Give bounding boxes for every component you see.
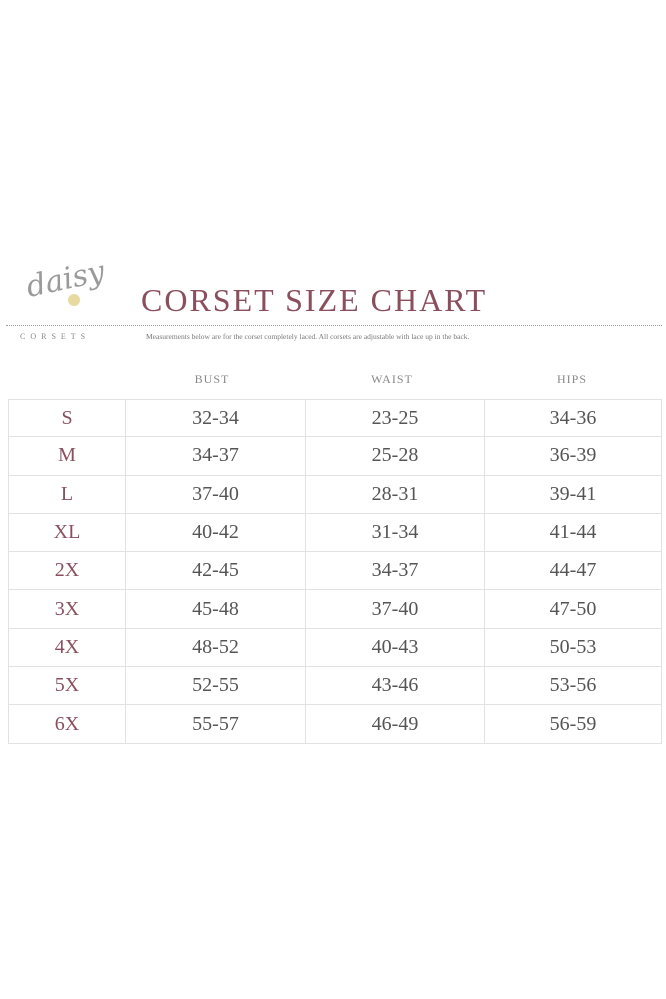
cell-waist: 25-28 <box>305 437 484 475</box>
page-title: CORSET SIZE CHART <box>141 282 488 318</box>
cell-bust: 48-52 <box>125 628 305 667</box>
table-row: L 37-40 28-31 39-41 <box>8 475 662 514</box>
table-row: 2X 42-45 34-37 44-47 <box>8 552 662 591</box>
cell-hips: 56-59 <box>484 705 662 743</box>
cell-bust: 37-40 <box>125 475 305 513</box>
logo-subtext: CORSETS <box>20 332 91 341</box>
column-header-hips: HIPS <box>556 372 587 386</box>
table-row: 6X 55-57 46-49 56-59 <box>8 705 662 744</box>
subtitle: Measurements below are for the corset co… <box>146 332 470 341</box>
cell-hips: 34-36 <box>484 400 662 437</box>
cell-bust: 55-57 <box>125 705 305 743</box>
cell-size: 3X <box>8 590 125 628</box>
cell-waist: 43-46 <box>305 667 484 705</box>
cell-hips: 44-47 <box>484 552 662 590</box>
cell-size: M <box>8 437 125 475</box>
table-row: 4X 48-52 40-43 50-53 <box>8 628 662 668</box>
table-row: S 32-34 23-25 34-36 <box>8 399 662 438</box>
cell-waist: 28-31 <box>305 475 484 513</box>
cell-size: S <box>8 400 125 437</box>
table-row: M 34-37 25-28 36-39 <box>8 437 662 476</box>
cell-hips: 39-41 <box>484 475 662 513</box>
cell-bust: 34-37 <box>125 437 305 475</box>
cell-bust: 42-45 <box>125 552 305 590</box>
cell-bust: 32-34 <box>125 400 305 437</box>
cell-hips: 41-44 <box>484 513 662 552</box>
column-header-waist: WAIST <box>371 372 413 386</box>
cell-hips: 50-53 <box>484 628 662 667</box>
cell-size: 5X <box>8 667 125 705</box>
cell-size: 2X <box>8 552 125 590</box>
column-header-bust: BUST <box>194 372 230 386</box>
cell-waist: 37-40 <box>305 590 484 628</box>
cell-size: L <box>8 475 125 513</box>
cell-waist: 23-25 <box>305 400 484 437</box>
cell-bust: 40-42 <box>125 513 305 552</box>
cell-bust: 45-48 <box>125 590 305 628</box>
cell-size: 6X <box>8 705 125 743</box>
table-row: 5X 52-55 43-46 53-56 <box>8 667 662 706</box>
cell-size: 4X <box>8 628 125 667</box>
table-row: XL 40-42 31-34 41-44 <box>8 513 662 553</box>
cell-hips: 53-56 <box>484 667 662 705</box>
table-row: 3X 45-48 37-40 47-50 <box>8 590 662 629</box>
logo-script: daisy <box>23 254 108 305</box>
cell-hips: 36-39 <box>484 437 662 475</box>
cell-waist: 46-49 <box>305 705 484 743</box>
cell-waist: 31-34 <box>305 513 484 552</box>
brand-logo: daisy CORSETS <box>6 254 134 342</box>
cell-hips: 47-50 <box>484 590 662 628</box>
flower-icon <box>68 294 80 306</box>
cell-bust: 52-55 <box>125 667 305 705</box>
size-table: S 32-34 23-25 34-36 M 34-37 25-28 36-39 L 37-40 28… <box>8 399 662 744</box>
divider <box>6 325 662 326</box>
cell-waist: 40-43 <box>305 628 484 667</box>
cell-size: XL <box>8 513 125 552</box>
cell-waist: 34-37 <box>305 552 484 590</box>
